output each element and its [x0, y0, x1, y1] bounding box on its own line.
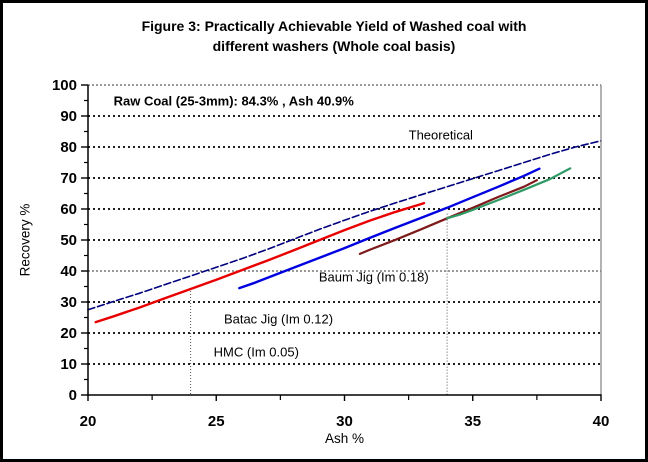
annotation-raw-coal-note: Raw Coal (25-3mm): 84.3% , Ash 40.9%: [113, 93, 354, 108]
y-tick-label: 60: [60, 201, 77, 218]
y-tick-label: 80: [60, 139, 77, 156]
annotation-batac-jig-label: Batac Jig (Im 0.12): [223, 311, 334, 327]
y-tick-label: 0: [69, 387, 77, 404]
series-line-washer-curve-red: [94, 201, 426, 324]
y-tick-label: 10: [60, 356, 77, 373]
chart-title: Figure 3: Practically Achievable Yield o…: [33, 16, 635, 56]
x-tick-label: 25: [208, 413, 225, 430]
annotation-theoretical-label: Theoretical: [408, 127, 473, 143]
annotation-baum-jig-label: Baum Jig (Im 0.18): [318, 269, 429, 285]
y-tick-label: 70: [60, 170, 77, 187]
series-line-washer-curve-green: [446, 167, 572, 220]
y-tick-label: 40: [60, 263, 77, 280]
x-axis-title: Ash %: [324, 431, 365, 446]
series-lines: [87, 140, 602, 324]
y-axis-title: Recovery %: [17, 203, 33, 277]
x-tick-label: 40: [593, 413, 610, 430]
series-line-theoretical: [87, 140, 602, 311]
x-tick-label: 35: [464, 413, 481, 430]
plot-area: 0 10 20 30 40 50 60 70 80 90 100 20 25 30 35 40: [52, 77, 609, 430]
axes: 0 10 20 30 40 50 60 70 80 90 100 20 25 30 35 40: [52, 77, 609, 430]
x-tick-label: 30: [336, 413, 353, 430]
y-tick-label: 30: [60, 294, 77, 311]
y-tick-label: 20: [60, 325, 77, 342]
gridlines: [88, 84, 601, 395]
series-line-washer-curve-blue: [238, 167, 541, 290]
y-tick-label: 90: [60, 108, 77, 125]
chart-title-line1: Figure 3: Practically Achievable Yield o…: [141, 18, 527, 34]
y-tick-label: 50: [60, 232, 77, 249]
y-tick-label: 100: [52, 77, 77, 94]
chart-title-line2: different washers (Whole coal basis): [212, 38, 456, 54]
x-tick-label: 20: [80, 413, 97, 430]
annotation-hmc-label: HMC (Im 0.05): [213, 344, 299, 360]
